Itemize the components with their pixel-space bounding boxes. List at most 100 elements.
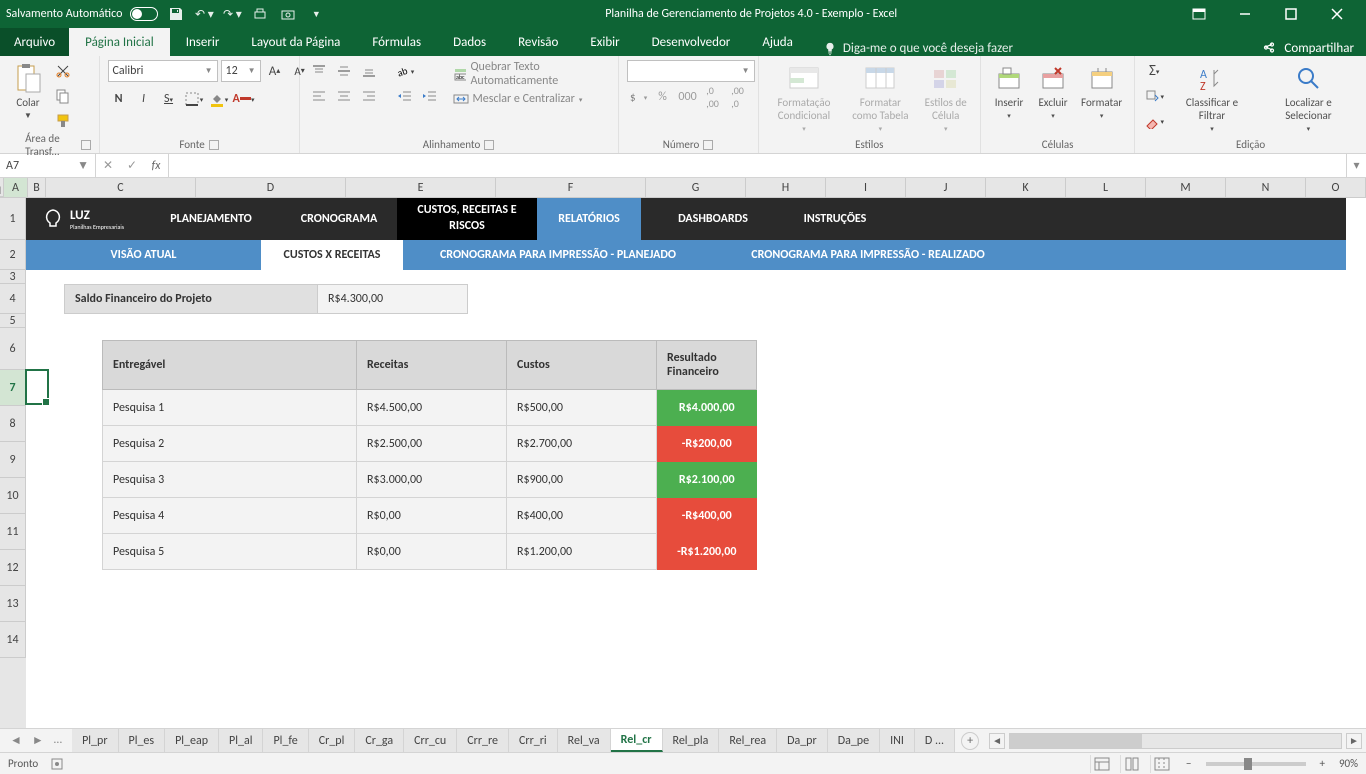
ribbon-tab[interactable]: Ajuda <box>746 28 809 56</box>
column-header[interactable]: F <box>496 178 646 197</box>
ribbon-tab[interactable]: Página Inicial <box>69 28 170 56</box>
font-name-combo[interactable]: Calibri▼ <box>108 60 218 82</box>
cell-entregavel[interactable]: Pesquisa 5 <box>103 534 357 570</box>
grid[interactable]: ABCDEFGHIJKLMNO 1234567891011121314 LUZP… <box>0 178 1366 728</box>
subnav-tab[interactable]: CRONOGRAMA PARA IMPRESSÃO - REALIZADO <box>713 240 1023 270</box>
row-header[interactable]: 13 <box>0 586 26 622</box>
close-icon[interactable] <box>1314 0 1360 28</box>
align-center-icon[interactable] <box>333 85 355 107</box>
column-header[interactable]: L <box>1066 178 1146 197</box>
nav-tab[interactable]: PLANEJAMENTO <box>141 198 281 240</box>
hscrollbar[interactable] <box>1009 733 1342 749</box>
find-select-button[interactable]: Localizar e Selecionar▾ <box>1259 60 1358 135</box>
cell-custos[interactable]: R$2.700,00 <box>507 426 657 462</box>
sheet-tab[interactable]: Rel_va <box>558 729 611 752</box>
cancel-fx-icon[interactable]: ✕ <box>96 158 120 173</box>
cell-custos[interactable]: R$900,00 <box>507 462 657 498</box>
cell-resultado[interactable]: -R$400,00 <box>657 498 757 534</box>
row-header[interactable]: 14 <box>0 622 26 658</box>
align-left-icon[interactable] <box>308 85 330 107</box>
file-tab[interactable]: Arquivo <box>0 28 69 56</box>
sheet-tab[interactable]: INI <box>880 729 915 752</box>
column-header[interactable]: J <box>906 178 986 197</box>
new-sheet-icon[interactable]: + <box>961 732 979 750</box>
border-icon[interactable]: ▾ <box>183 88 205 110</box>
cell-entregavel[interactable]: Pesquisa 4 <box>103 498 357 534</box>
column-header[interactable]: I <box>826 178 906 197</box>
cell-receitas[interactable]: R$0,00 <box>357 498 507 534</box>
name-box[interactable]: A7▼ <box>0 154 96 177</box>
decrease-indent-icon[interactable] <box>394 85 416 107</box>
format-table-button[interactable]: Formatar como Tabela▾ <box>845 60 915 135</box>
select-all-corner[interactable] <box>0 178 4 197</box>
scroll-left-icon[interactable]: ◄ <box>989 733 1005 749</box>
column-header[interactable]: H <box>746 178 826 197</box>
increase-decimal-icon[interactable]: ,0,00 <box>702 86 724 108</box>
scroll-right-icon[interactable]: ► <box>1346 733 1362 749</box>
sheet-tab[interactable]: Crr_cu <box>404 729 457 752</box>
sheet-tab[interactable]: Pl_eap <box>165 729 219 752</box>
fx-icon[interactable]: fx <box>144 159 168 173</box>
sheet-tab[interactable]: Pl_fe <box>263 729 308 752</box>
sheet-tab[interactable]: Rel_pla <box>663 729 720 752</box>
cell-custos[interactable]: R$1.200,00 <box>507 534 657 570</box>
align-bottom-icon[interactable] <box>358 60 380 82</box>
align-top-icon[interactable] <box>308 60 330 82</box>
ribbon-display-icon[interactable] <box>1176 0 1222 28</box>
sheet-tab[interactable]: D ... <box>915 729 955 752</box>
column-header[interactable]: D <box>196 178 346 197</box>
dialog-launcher-icon[interactable] <box>81 140 91 150</box>
row-header[interactable]: 3 <box>0 270 26 284</box>
sheet-tab[interactable]: Da_pr <box>777 729 828 752</box>
row-header[interactable]: 6 <box>0 328 26 370</box>
nav-tab[interactable]: DASHBOARDS <box>641 198 785 240</box>
row-header[interactable]: 11 <box>0 514 26 550</box>
normal-view-icon[interactable] <box>1090 755 1112 773</box>
expand-fx-icon[interactable]: ▾ <box>1346 154 1366 177</box>
cell-resultado[interactable]: -R$200,00 <box>657 426 757 462</box>
zoom-slider[interactable] <box>1206 762 1306 766</box>
camera-icon[interactable] <box>278 4 298 24</box>
autosum-icon[interactable]: Σ ▾ <box>1143 60 1165 82</box>
subnav-tab[interactable]: CUSTOS X RECEITAS <box>261 240 403 270</box>
sheet-tab[interactable]: Crr_re <box>457 729 509 752</box>
prev-sheet-icon[interactable]: ► <box>28 733 48 748</box>
row-header[interactable]: 12 <box>0 550 26 586</box>
share-button[interactable]: Compartilhar <box>1250 40 1366 56</box>
column-header[interactable]: M <box>1146 178 1226 197</box>
row-header[interactable]: 5 <box>0 314 26 328</box>
cell-receitas[interactable]: R$2.500,00 <box>357 426 507 462</box>
autosave-toggle[interactable] <box>130 7 158 21</box>
cell-receitas[interactable]: R$0,00 <box>357 534 507 570</box>
comma-icon[interactable]: 000 <box>677 86 699 108</box>
nav-tab[interactable]: INSTRUÇÕES <box>785 198 885 240</box>
row-header[interactable]: 1 <box>0 198 26 240</box>
page-break-view-icon[interactable] <box>1150 755 1172 773</box>
paste-button[interactable]: Colar ▼ <box>8 60 48 123</box>
cell-custos[interactable]: R$500,00 <box>507 390 657 426</box>
font-color-icon[interactable]: A▾ <box>233 88 255 110</box>
ribbon-tab[interactable]: Fórmulas <box>356 28 437 56</box>
increase-indent-icon[interactable] <box>419 85 441 107</box>
clear-icon[interactable]: ▾ <box>1143 110 1165 132</box>
enter-fx-icon[interactable]: ✓ <box>120 158 144 173</box>
zoom-out-icon[interactable]: − <box>1180 757 1197 770</box>
sheet-tab[interactable]: Cr_ga <box>355 729 404 752</box>
qat-dropdown-icon[interactable]: ▼ <box>306 4 326 24</box>
minimize-icon[interactable] <box>1222 0 1268 28</box>
italic-icon[interactable]: I <box>133 88 155 110</box>
ribbon-tab[interactable]: Revisão <box>502 28 574 56</box>
first-sheet-icon[interactable]: ◄ <box>6 733 26 748</box>
cell-custos[interactable]: R$400,00 <box>507 498 657 534</box>
tell-me[interactable]: Diga-me o que você deseja fazer <box>823 41 1013 56</box>
row-header[interactable]: 10 <box>0 478 26 514</box>
column-header[interactable]: C <box>46 178 196 197</box>
insert-cells-button[interactable]: Inserir▾ <box>989 60 1029 122</box>
ribbon-tab[interactable]: Desenvolvedor <box>636 28 747 56</box>
column-header[interactable]: G <box>646 178 746 197</box>
cell-entregavel[interactable]: Pesquisa 3 <box>103 462 357 498</box>
merge-button[interactable]: Mesclar e Centralizar ▾ <box>453 91 610 107</box>
sheet-more-icon[interactable]: … <box>50 733 66 748</box>
wrap-text-button[interactable]: abc Quebrar Texto Automaticamente <box>453 60 610 88</box>
nav-tab[interactable]: CRONOGRAMA <box>281 198 397 240</box>
